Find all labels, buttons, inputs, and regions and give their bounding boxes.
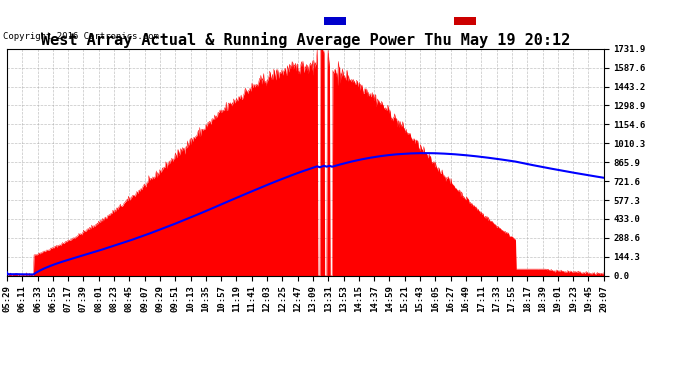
Title: West Array Actual & Running Average Power Thu May 19 20:12: West Array Actual & Running Average Powe… (41, 32, 570, 48)
Legend: Average  (DC Watts), West Array  (DC Watts): Average (DC Watts), West Array (DC Watts… (322, 15, 599, 27)
Text: Copyright 2016 Cartronics.com: Copyright 2016 Cartronics.com (3, 32, 159, 41)
